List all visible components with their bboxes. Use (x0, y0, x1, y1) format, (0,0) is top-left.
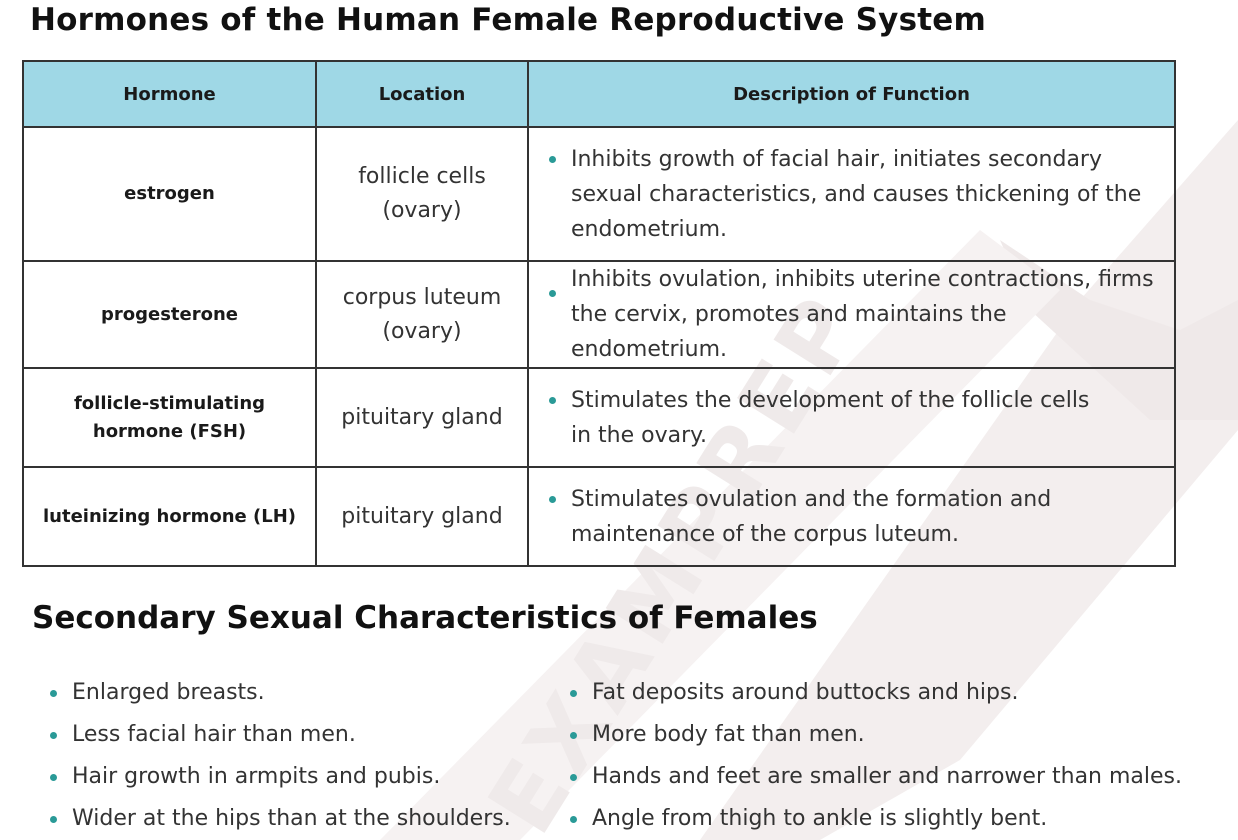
section-title: Secondary Sexual Characteristics of Fema… (32, 600, 818, 636)
hormone-name-text: follicle-stimulating hormone (FSH) (73, 392, 266, 442)
list-item: Fat deposits around buttocks and hips. (568, 672, 1182, 714)
list-item-text: Angle from thigh to ankle is slightly be… (592, 806, 1048, 831)
table-row: progesterone corpus luteum (ovary) Inhib… (22, 260, 1176, 369)
list-item-text: Fat deposits around buttocks and hips. (592, 680, 1019, 705)
hormone-function: Stimulates ovulation and the formation a… (527, 466, 1176, 567)
bullet-icon (549, 290, 556, 297)
bullet-icon (570, 732, 577, 739)
list-item: Hair growth in armpits and pubis. (48, 756, 511, 798)
hormone-table: Hormone Location Description of Function… (22, 60, 1176, 567)
table-row: luteinizing hormone (LH) pituitary gland… (22, 466, 1176, 567)
hormone-function: Inhibits growth of facial hair, initiate… (527, 126, 1176, 262)
bullet-icon (549, 397, 556, 404)
bullet-icon (50, 816, 57, 823)
characteristics-list-left: Enlarged breasts. Less facial hair than … (48, 672, 511, 840)
list-item-text: Hands and feet are smaller and narrower … (592, 764, 1183, 789)
bullet-icon (570, 774, 577, 781)
list-item: Wider at the hips than at the shoulders. (48, 798, 511, 840)
bullet-icon (549, 156, 556, 163)
column-header-location: Location (315, 60, 529, 128)
column-header-function: Description of Function (527, 60, 1176, 128)
table-header-row: Hormone Location Description of Function (22, 60, 1176, 128)
table-row: estrogen follicle cells (ovary) Inhibits… (22, 126, 1176, 262)
bullet-icon (50, 774, 57, 781)
hormone-location: pituitary gland (315, 466, 529, 567)
characteristics-list-right: Fat deposits around buttocks and hips. M… (568, 672, 1182, 840)
list-item: More body fat than men. (568, 714, 1182, 756)
column-header-hormone: Hormone (22, 60, 317, 128)
bullet-icon (549, 496, 556, 503)
bullet-icon (50, 732, 57, 739)
hormone-function: Inhibits ovulation, inhibits uterine con… (527, 260, 1176, 369)
bullet-icon (570, 816, 577, 823)
hormone-function: Stimulates the development of the follic… (527, 367, 1176, 468)
page-title: Hormones of the Human Female Reproductiv… (30, 2, 986, 38)
hormone-location-text: follicle cells (ovary) (358, 164, 486, 223)
hormone-function-text: Inhibits growth of facial hair, initiate… (571, 146, 1142, 242)
bullet-icon (570, 690, 577, 697)
hormone-function-text: Inhibits ovulation, inhibits uterine con… (571, 267, 1154, 362)
hormone-function-text: Stimulates ovulation and the formation a… (571, 486, 1052, 547)
hormone-location: corpus luteum (ovary) (315, 260, 529, 369)
list-item: Less facial hair than men. (48, 714, 511, 756)
list-item: Hands and feet are smaller and narrower … (568, 756, 1182, 798)
hormone-location-text: corpus luteum (ovary) (342, 284, 502, 344)
list-item-text: Less facial hair than men. (72, 722, 356, 747)
table-row: follicle-stimulating hormone (FSH) pitui… (22, 367, 1176, 468)
list-item-text: Enlarged breasts. (72, 680, 265, 705)
hormone-location: pituitary gland (315, 367, 529, 468)
list-item: Angle from thigh to ankle is slightly be… (568, 798, 1182, 840)
list-item: Enlarged breasts. (48, 672, 511, 714)
hormone-function-text: Stimulates the development of the follic… (571, 387, 1090, 448)
hormone-name: luteinizing hormone (LH) (22, 466, 317, 567)
list-item-text: More body fat than men. (592, 722, 865, 747)
list-item-text: Wider at the hips than at the shoulders. (72, 806, 511, 831)
list-item-text: Hair growth in armpits and pubis. (72, 764, 441, 789)
hormone-name: follicle-stimulating hormone (FSH) (22, 367, 317, 468)
bullet-icon (50, 690, 57, 697)
hormone-location: follicle cells (ovary) (315, 126, 529, 262)
hormone-name: progesterone (22, 260, 317, 369)
hormone-name: estrogen (22, 126, 317, 262)
